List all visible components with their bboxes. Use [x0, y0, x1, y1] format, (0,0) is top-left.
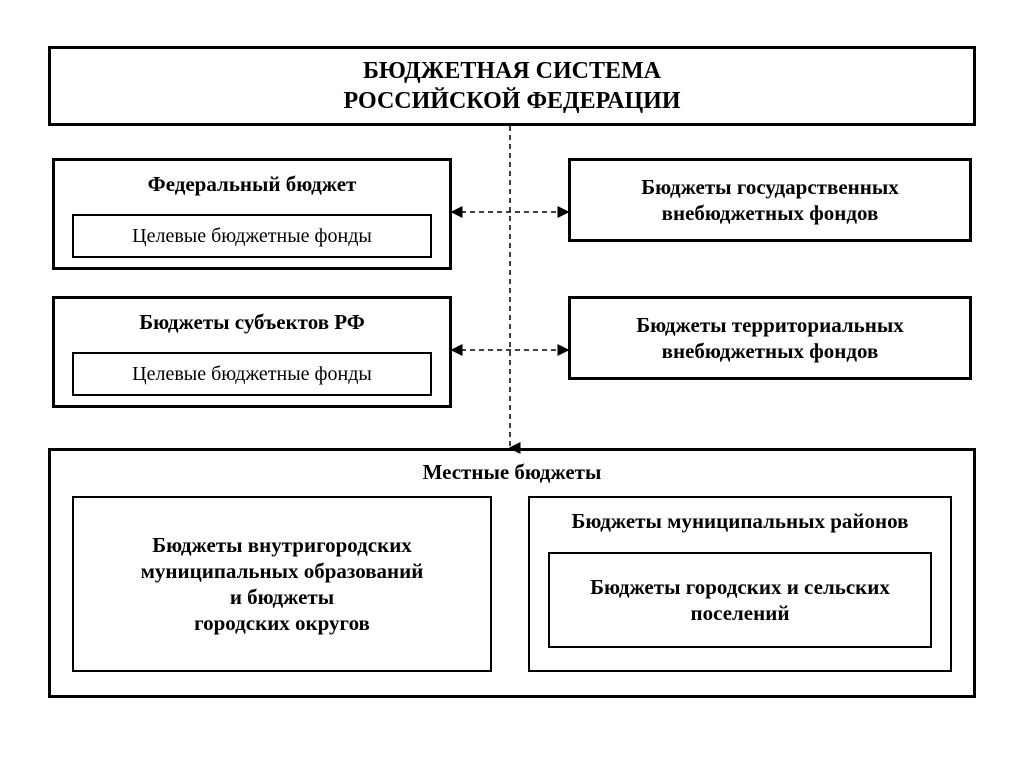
settlements-box: Бюджеты городских и сельских поселений [548, 552, 932, 648]
settlements-line2: поселений [691, 601, 790, 625]
federal-inner-box: Целевые бюджетные фонды [72, 214, 432, 258]
title-line2: РОССИЙСКОЙ ФЕДЕРАЦИИ [343, 88, 680, 114]
intracity-line2: муниципальных образований [141, 559, 424, 583]
state-funds-line2: внебюджетных фондов [662, 201, 879, 225]
intracity-line1: Бюджеты внутригородских [152, 533, 412, 557]
intracity-line3: и бюджеты [230, 585, 334, 609]
federal-inner-label: Целевые бюджетные фонды [122, 220, 382, 253]
subjects-inner-box: Целевые бюджетные фонды [72, 352, 432, 396]
subjects-label: Бюджеты субъектов РФ [129, 299, 375, 339]
territorial-line2: внебюджетных фондов [662, 339, 879, 363]
federal-budget-label: Федеральный бюджет [138, 161, 367, 201]
territorial-funds-box: Бюджеты территориальных внебюджетных фон… [568, 296, 972, 380]
settlements-line1: Бюджеты городских и сельских [590, 575, 890, 599]
title-line1: БЮДЖЕТНАЯ СИСТЕМА [363, 58, 661, 84]
subjects-inner-label: Целевые бюджетные фонды [122, 358, 382, 391]
state-funds-box: Бюджеты государственных внебюджетных фон… [568, 158, 972, 242]
title-box: БЮДЖЕТНАЯ СИСТЕМА РОССИЙСКОЙ ФЕДЕРАЦИИ [48, 46, 976, 126]
municipal-districts-label: Бюджеты муниципальных районов [562, 498, 919, 538]
intracity-box: Бюджеты внутригородских муниципальных об… [72, 496, 492, 672]
state-funds-line1: Бюджеты государственных [641, 175, 899, 199]
intracity-line4: городских округов [194, 611, 370, 635]
territorial-line1: Бюджеты территориальных [636, 313, 904, 337]
local-budgets-label: Местные бюджеты [413, 451, 612, 489]
